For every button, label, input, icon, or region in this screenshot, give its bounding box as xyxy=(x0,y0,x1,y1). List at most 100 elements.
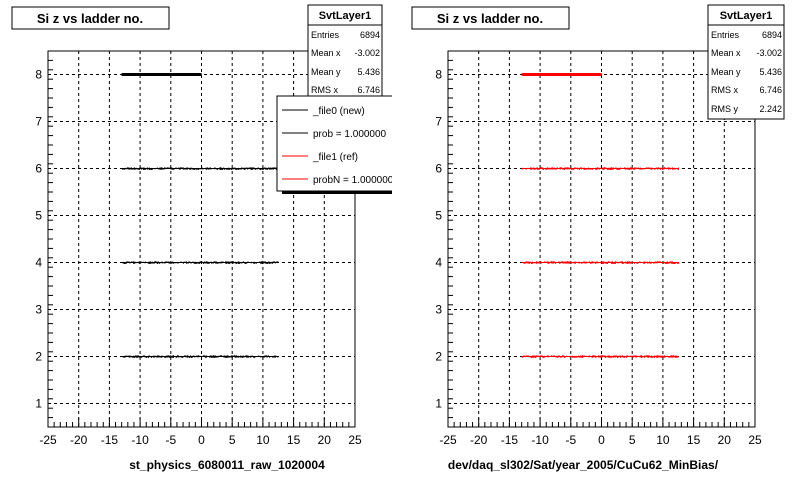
data-point xyxy=(531,262,533,264)
stats-label: Mean x xyxy=(711,48,741,58)
data-point xyxy=(630,262,632,264)
data-point xyxy=(129,356,131,358)
x-tick-label: -20 xyxy=(70,433,88,447)
data-point xyxy=(626,261,629,263)
data-point xyxy=(663,355,666,357)
data-point xyxy=(536,167,538,169)
data-point xyxy=(228,168,230,170)
data-point xyxy=(548,262,550,264)
data-point xyxy=(589,262,592,264)
data-point xyxy=(136,356,138,358)
data-point xyxy=(620,356,622,358)
title-box xyxy=(11,6,170,30)
data-point xyxy=(576,356,578,358)
data-point xyxy=(595,356,597,358)
data-point xyxy=(578,168,580,170)
data-point xyxy=(598,355,600,357)
data-point xyxy=(662,356,664,358)
data-point xyxy=(236,262,238,264)
data-point xyxy=(546,167,548,169)
data-point xyxy=(593,355,595,357)
data-point xyxy=(557,356,559,358)
data-point xyxy=(242,356,244,358)
data-point xyxy=(125,262,127,264)
data-point xyxy=(253,356,256,358)
data-point xyxy=(138,168,140,170)
stats-value: 2.242 xyxy=(759,104,782,114)
data-point xyxy=(142,168,145,170)
data-point xyxy=(643,262,645,264)
stats-label: Mean x xyxy=(311,48,341,58)
data-point xyxy=(646,355,649,357)
data-point xyxy=(172,356,174,358)
data-point xyxy=(612,356,614,358)
data-point xyxy=(237,356,239,358)
data-point xyxy=(133,356,135,358)
data-point xyxy=(602,262,605,264)
x-tick-label: 25 xyxy=(748,433,762,447)
x-tick-label: -25 xyxy=(39,433,57,447)
data-point xyxy=(203,355,205,357)
data-point xyxy=(150,168,152,170)
x-tick-label: -15 xyxy=(101,433,119,447)
data-point xyxy=(134,168,136,170)
data-point xyxy=(630,167,633,169)
data-point xyxy=(130,167,132,169)
data-point xyxy=(610,168,612,170)
data-point xyxy=(219,167,221,169)
data-point xyxy=(214,167,216,169)
x-tick-label: 0 xyxy=(198,433,205,447)
data-point xyxy=(533,356,535,358)
data-point xyxy=(265,355,267,357)
data-point xyxy=(569,261,572,263)
data-point xyxy=(133,262,135,264)
data-point xyxy=(592,355,594,357)
data-point xyxy=(255,262,257,264)
data-point xyxy=(565,262,567,264)
data-point xyxy=(562,262,564,264)
data-point xyxy=(195,262,197,264)
data-point xyxy=(179,168,181,170)
data-point xyxy=(607,168,609,170)
y-tick-label: 6 xyxy=(35,162,42,176)
data-point xyxy=(611,262,613,264)
data-point xyxy=(122,168,124,170)
data-point xyxy=(157,262,159,264)
data-point xyxy=(183,168,185,170)
data-point xyxy=(149,262,151,264)
data-point xyxy=(606,262,609,264)
data-point xyxy=(656,356,658,358)
data-point xyxy=(235,355,238,357)
data-point xyxy=(552,261,554,263)
data-point xyxy=(231,356,234,358)
data-point xyxy=(580,355,582,357)
data-point xyxy=(161,167,163,169)
data-point xyxy=(554,262,557,264)
data-point xyxy=(626,355,628,357)
data-point xyxy=(678,262,680,264)
data-point xyxy=(673,355,675,357)
data-point xyxy=(269,262,271,264)
data-point xyxy=(614,262,617,264)
data-point xyxy=(633,262,635,264)
data-point xyxy=(537,262,539,264)
legend-entry-prob: prob = 1.000000 xyxy=(313,129,387,140)
stats-value: 6894 xyxy=(762,30,782,40)
data-point xyxy=(653,356,655,358)
data-point xyxy=(135,355,137,357)
data-point xyxy=(550,355,553,357)
data-point xyxy=(235,356,237,358)
panel-left: Si z vs ladder no. -25 -20 -15 -10 -5 0 5 10 15 2… xyxy=(11,4,392,472)
data-point xyxy=(656,355,658,357)
data-point xyxy=(136,356,139,358)
legend-entry-ref: _file1 (ref) xyxy=(312,152,358,163)
data-point xyxy=(667,262,669,264)
data-point xyxy=(677,262,679,264)
panel-right: Si z vs ladder no. -25 -20 -15 -10 -5 0 5 10 15 2… xyxy=(411,4,785,472)
stats-value: 5.436 xyxy=(759,67,782,77)
data-point xyxy=(216,168,219,170)
data-point xyxy=(538,168,540,170)
data-point xyxy=(140,356,142,358)
data-point xyxy=(663,356,665,358)
x-tick-label: -5 xyxy=(565,433,576,447)
